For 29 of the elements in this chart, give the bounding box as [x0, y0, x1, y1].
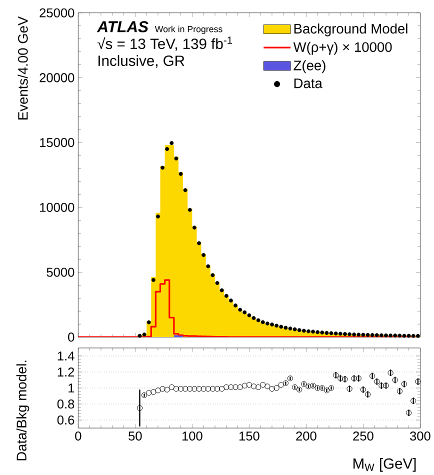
legend-label: Z(ee): [294, 60, 326, 74]
y-tick-label: 10000: [40, 202, 74, 212]
y-tick-label: 25000: [40, 8, 74, 18]
annotation: Inclusive, GR: [98, 55, 184, 68]
x-axis-title: M$_{W}$ [GeV]: [353, 458, 416, 472]
y-tick-label: 1: [68, 384, 74, 392]
x-tick-label: 0: [75, 432, 82, 441]
legend-label: W(ρ+γ) × 10000: [293, 42, 392, 55]
y-tick-label: 1.2: [58, 368, 74, 376]
y-tick-label: 1.4: [58, 352, 74, 360]
legend-label: Background Model: [294, 23, 408, 36]
x-tick-label: 150: [239, 432, 260, 441]
y-tick-label: 0.8: [57, 399, 74, 409]
y-tick-label: 0: [68, 332, 74, 342]
y-tick-label: 0.6: [57, 416, 74, 425]
x-tick-label: 100: [182, 432, 202, 441]
annotation: √s = 13 TeV, 139 fb$^{-1}$: [97, 36, 232, 51]
x-tick-label: 300: [410, 432, 430, 441]
x-tick-label: 50: [128, 432, 142, 441]
y-axis-title: Events/4.00 GeV: [18, 16, 28, 120]
legend-label: Data: [294, 78, 322, 88]
y-tick-label: 15000: [40, 138, 74, 148]
x-tick-label: 250: [353, 432, 374, 441]
y-axis-title: Data/Bkg model.: [16, 360, 30, 460]
y-tick-label: 20000: [40, 73, 74, 82]
annotation: ATLAS: [96, 21, 148, 32]
y-tick-label: 5000: [46, 268, 74, 277]
annotation: Work in Progress: [154, 26, 222, 34]
x-tick-label: 200: [296, 432, 316, 441]
